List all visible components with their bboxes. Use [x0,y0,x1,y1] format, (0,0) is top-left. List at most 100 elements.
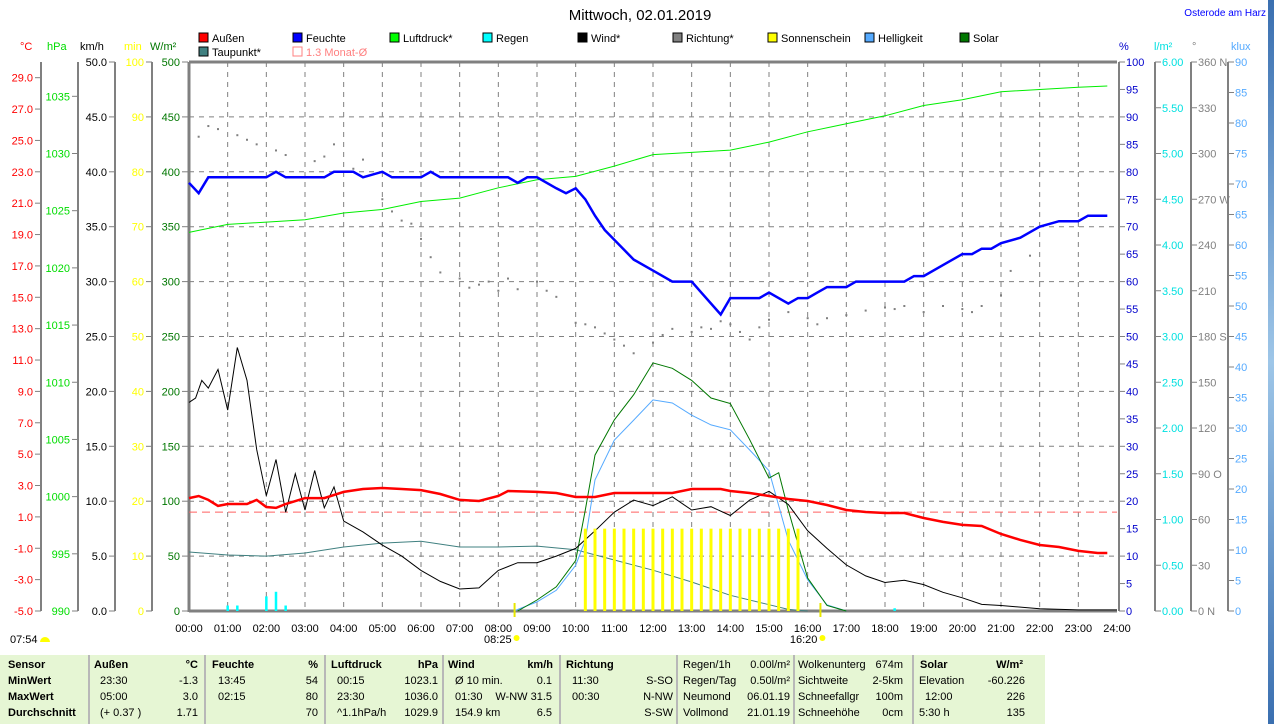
x-tick-label: 00:00 [175,623,203,635]
sunshine-bar [641,528,645,611]
sunshine-bar [612,528,616,611]
axis-tick-label: 10.0 [86,496,107,508]
sunshine-bar [632,528,636,611]
axis-tick-label: 40 [132,386,144,398]
x-tick-label: 03:00 [291,623,319,635]
direction-dot [555,295,558,298]
direction-dot [806,317,809,320]
axis-tick-label: 80 [132,167,144,179]
direction-dot [217,128,219,131]
axis-tick-label: 120 [1198,423,1216,435]
cell-aussen-value: 3.0 [182,691,198,703]
x-tick-label: 10:00 [562,623,590,635]
sunshine-bar [777,528,781,611]
table-divider [204,655,206,724]
cell-aussen-time: 23:30 [100,675,128,687]
axis-tick-label: 200 [162,386,180,398]
sunshine-bar [709,528,713,611]
cell-wind-time: 01:30 [455,691,483,703]
direction-dot [632,352,635,355]
cell-aussen-value: -1.3 [179,675,198,687]
axis-tick-label: 80 [1235,118,1247,130]
axis-tick-label: 5 [1126,579,1132,591]
header-wind-unit: km/h [527,659,553,671]
direction-dot [246,138,248,141]
cell-wind-time: 154.9 km [455,707,501,719]
weather-chart: Mittwoch, 02.01.2019 Osterode am Harz Au… [10,7,1266,646]
extra-value: 21.01.19 [747,707,790,719]
x-tick-label: 06:00 [407,623,435,635]
axis-tick-label: 60 [1126,277,1138,289]
axis-tick-label: 35 [1126,414,1138,426]
axis-tick-label: -3.0 [14,575,33,587]
direction-dot [381,198,384,201]
axis-tick-label: 21.0 [12,198,33,210]
x-tick-label: 16:00 [794,623,822,635]
axis-tick-label: 250 [162,332,180,344]
direction-dot [255,143,258,146]
axis-tick-label: 150 [162,441,180,453]
axis-tick-label: 15 [1126,524,1138,536]
direction-dot [545,289,548,292]
axis-tick-label: 1.00 [1162,515,1183,527]
legend-label: Feuchte [306,33,346,45]
table-divider [88,655,90,724]
direction-dot [768,318,770,321]
axis-tick-label: 1010 [46,377,70,389]
axis-tick-label: 50 [1235,301,1247,313]
chart-title: Mittwoch, 02.01.2019 [569,7,712,24]
axis-tick-label: 20 [132,496,144,508]
direction-dot [391,210,393,213]
legend-label: 1.3 Monat-Ø [306,47,368,59]
cell-feuchte-time: 13:45 [218,675,246,687]
direction-dot [980,305,983,307]
direction-dot [903,305,906,307]
axis-tick-label: 360 N [1198,57,1227,69]
legend-label: Helligkeit [878,33,923,45]
axis-tick-label: 150 [1198,377,1216,389]
sunshine-bar [593,528,597,611]
x-axis: 00:00 01:00 02:00 03:00 04:00 05:00 06:00 07:00… [10,603,1131,646]
x-tick-label: 01:00 [214,623,242,635]
direction-dot [420,237,422,240]
legend-label: Richtung* [686,33,734,45]
axis-tick-label: 23.0 [12,167,33,179]
axis-tick-label: 25.0 [12,135,33,147]
axis-unit-temp: °C [20,41,32,53]
dawn-time: 07:54 [10,634,38,646]
cell-wind-value: W-NW 31.5 [495,691,552,703]
axis-tick-label: 10 [1235,545,1247,557]
cell-druck-value: 1023.1 [404,675,438,687]
axis-tick-label: 50 [1126,332,1138,344]
axis-tick-label: 1.0 [18,512,33,524]
direction-dot [1029,254,1031,257]
legend-swatch [767,32,778,43]
x-tick-label: 24:00 [1103,623,1131,635]
axis-tick-label: 35 [1235,393,1247,405]
sunshine-bar [670,528,674,611]
legend-swatch [577,32,588,43]
axis-tick-label: 5 [1235,576,1241,588]
x-tick-label: 14:00 [717,623,745,635]
legend-swatch [389,32,400,43]
header-richtung: Richtung [566,659,614,671]
x-tick-label: 04:00 [330,623,358,635]
axis-tick-label: 90 [1126,112,1138,124]
x-tick-label: 09:00 [523,623,551,635]
axis-tick-label: -5.0 [14,606,33,618]
axis-tick-label: 270 W [1198,194,1230,206]
axis-tick-label: 0 [1235,606,1241,618]
axis-tick-label: 7.0 [18,418,33,430]
direction-dot [748,338,751,341]
cell-richtung-value: N-NW [643,691,673,703]
axis-tick-label: 35.0 [86,222,107,234]
axes: °C -5.0 -3.0 -1.0 1.0 3.0 5.0 7.0 9.0 11.0 13.0 15.… [12,41,1251,618]
x-tick-label: 20:00 [949,623,977,635]
extra-value: 100m [875,691,903,703]
axis-tick-label: 55 [1235,271,1247,283]
axis-tick-label: 19.0 [12,230,33,242]
axis-tick-label: 0 [1126,606,1132,618]
x-tick-label: 11:00 [601,623,628,635]
axis-tick-label: 60 [1198,515,1210,527]
sunshine-bar [738,528,742,611]
